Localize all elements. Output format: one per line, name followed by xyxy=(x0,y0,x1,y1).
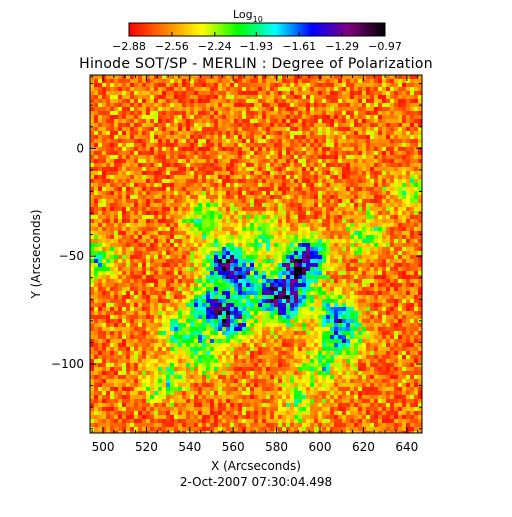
x-tick-label: 580 xyxy=(265,440,288,454)
y-tick-label: 0 xyxy=(76,141,84,155)
y-tick-label: −100 xyxy=(51,357,84,371)
x-tick-label: 640 xyxy=(395,440,418,454)
colorbar-tick-label: −1.29 xyxy=(325,40,359,53)
x-tick-label: 600 xyxy=(309,440,332,454)
observation-date: 2-Oct-2007 07:30:04.498 xyxy=(180,475,332,489)
heatmap xyxy=(90,75,422,433)
x-tick-label: 620 xyxy=(352,440,375,454)
colorbar-gradient xyxy=(129,23,385,36)
x-tick-label: 520 xyxy=(135,440,158,454)
chart-title: Hinode SOT/SP - MERLIN : Degree of Polar… xyxy=(79,56,433,72)
y-axis-title: Y (Arcseconds) xyxy=(29,209,43,299)
colorbar-label: Log10 xyxy=(233,8,263,24)
colorbar-tick-label: −2.56 xyxy=(155,40,189,53)
colorbar-tick-label: −1.93 xyxy=(239,40,273,53)
x-tick-label: 560 xyxy=(222,440,245,454)
colorbar: Log10 −2.88 −2.56 −2.24 −1.93 −1.61 −1.29 −0.9… xyxy=(112,8,402,53)
colorbar-tick-label: −2.88 xyxy=(112,40,146,53)
x-tick-label: 500 xyxy=(92,440,115,454)
colorbar-tick-label: −0.97 xyxy=(368,40,402,53)
colorbar-tick-label: −1.61 xyxy=(282,40,316,53)
colorbar-tick-label: −2.24 xyxy=(198,40,232,53)
heatmap-cells xyxy=(90,75,422,433)
x-axis-title: X (Arcseconds) xyxy=(211,459,301,473)
y-tick-label: −50 xyxy=(59,249,84,263)
x-tick-label: 540 xyxy=(178,440,201,454)
